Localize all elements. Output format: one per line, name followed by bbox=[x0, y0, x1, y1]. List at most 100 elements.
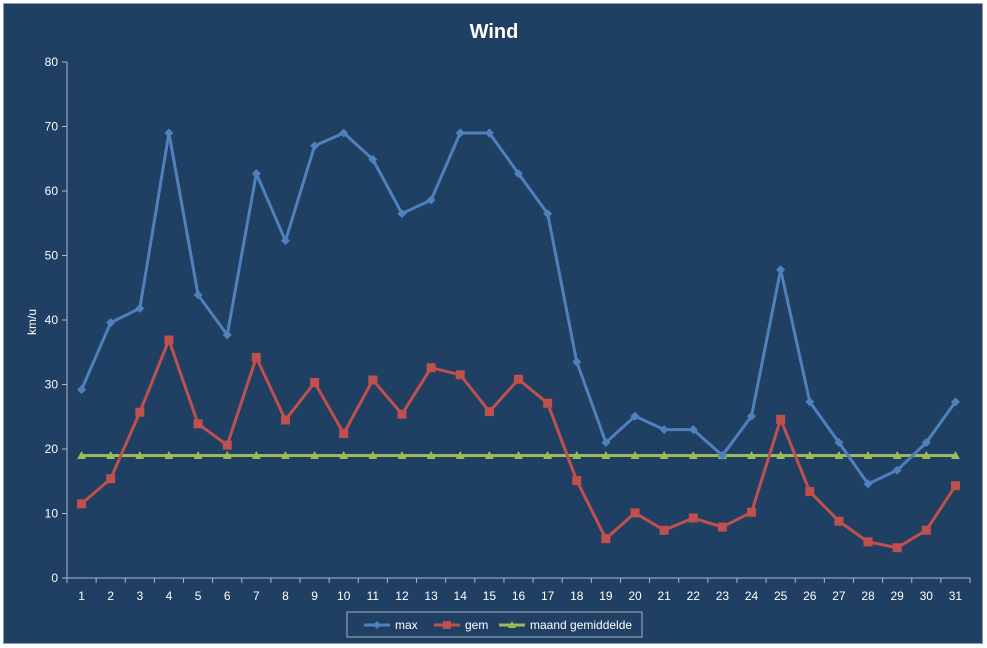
x-tick-label: 2 bbox=[107, 589, 114, 603]
data-point bbox=[77, 450, 87, 459]
data-point bbox=[397, 409, 407, 419]
data-point bbox=[630, 450, 640, 459]
data-point bbox=[251, 450, 261, 459]
data-point bbox=[77, 385, 87, 395]
data-point bbox=[339, 450, 349, 459]
data-point bbox=[805, 450, 815, 459]
data-point bbox=[572, 357, 582, 367]
data-point bbox=[601, 450, 611, 459]
data-point bbox=[892, 450, 902, 459]
series-layer bbox=[77, 128, 960, 553]
data-point bbox=[135, 450, 145, 459]
data-point bbox=[601, 438, 611, 448]
data-point bbox=[921, 450, 931, 459]
y-tick-label: 0 bbox=[51, 571, 58, 585]
data-point bbox=[280, 236, 290, 246]
data-point bbox=[339, 429, 349, 439]
data-point bbox=[834, 438, 844, 448]
series-line bbox=[80, 338, 957, 550]
legend-label: max bbox=[395, 618, 418, 632]
data-point bbox=[659, 525, 669, 535]
data-point bbox=[543, 398, 553, 408]
x-tick-label: 22 bbox=[687, 589, 701, 603]
data-point bbox=[950, 481, 960, 491]
y-tick-label: 50 bbox=[45, 249, 59, 263]
data-point bbox=[630, 508, 640, 518]
x-tick-label: 15 bbox=[483, 589, 497, 603]
legend-item-maand-gemiddelde: maand gemiddelde bbox=[499, 618, 632, 632]
data-point bbox=[455, 450, 465, 459]
data-point bbox=[310, 450, 320, 459]
x-tick-label: 29 bbox=[890, 589, 904, 603]
data-point bbox=[863, 537, 873, 547]
legend-box bbox=[346, 611, 643, 638]
data-point bbox=[805, 397, 815, 407]
data-point bbox=[455, 128, 465, 138]
data-point bbox=[630, 411, 640, 421]
legend-label: gem bbox=[465, 618, 488, 632]
x-tick-label: 31 bbox=[949, 589, 963, 603]
x-tick-label: 1 bbox=[78, 589, 85, 603]
x-tick-label: 7 bbox=[253, 589, 260, 603]
x-tick-label: 5 bbox=[195, 589, 202, 603]
x-tick-label: 6 bbox=[224, 589, 231, 603]
y-tick-label: 60 bbox=[45, 184, 59, 198]
data-point bbox=[280, 450, 290, 459]
data-point bbox=[572, 476, 582, 486]
data-point bbox=[776, 414, 786, 424]
y-tick-label: 10 bbox=[45, 507, 59, 521]
data-point bbox=[368, 450, 378, 459]
data-point bbox=[426, 363, 436, 373]
x-tick-label: 30 bbox=[920, 589, 934, 603]
x-tick-label: 18 bbox=[570, 589, 584, 603]
data-point bbox=[514, 374, 523, 384]
chart-title: Wind bbox=[470, 21, 519, 43]
data-point bbox=[164, 450, 174, 459]
data-point bbox=[135, 407, 145, 417]
chart-area: Wind km/u 0 10 20 30 40 50 60 70 80 1 2 3 4 5 6 7 8 9 10 11… bbox=[3, 3, 983, 644]
y-axis-label: km/u bbox=[25, 309, 39, 335]
data-point bbox=[397, 450, 407, 459]
x-tick-label: 25 bbox=[774, 589, 788, 603]
legend-item-gem: gem bbox=[434, 618, 488, 632]
data-point bbox=[310, 141, 320, 151]
data-point bbox=[164, 335, 174, 345]
data-point bbox=[222, 330, 232, 340]
data-point bbox=[747, 450, 757, 459]
data-point bbox=[310, 378, 320, 388]
y-tick-label: 70 bbox=[45, 120, 59, 134]
data-point bbox=[484, 450, 494, 459]
x-tick-label: 9 bbox=[311, 589, 318, 603]
data-point bbox=[484, 128, 494, 138]
data-point bbox=[717, 522, 727, 532]
data-point bbox=[484, 407, 494, 417]
x-tick-label: 11 bbox=[367, 589, 380, 603]
data-point bbox=[193, 290, 203, 300]
data-point bbox=[164, 128, 174, 138]
data-point bbox=[834, 516, 844, 526]
x-tick-label: 4 bbox=[166, 589, 173, 603]
data-point bbox=[280, 415, 290, 425]
data-point bbox=[863, 479, 873, 489]
data-point bbox=[863, 450, 873, 459]
series-line bbox=[80, 131, 957, 486]
legend-marker bbox=[508, 621, 516, 628]
series-max bbox=[77, 128, 960, 489]
data-point bbox=[339, 128, 349, 138]
legend-item-max: max bbox=[364, 618, 418, 632]
data-point bbox=[222, 440, 232, 450]
x-tick-label: 19 bbox=[599, 589, 613, 603]
data-point bbox=[455, 370, 465, 380]
data-point bbox=[426, 195, 436, 205]
legend-marker bbox=[373, 621, 381, 629]
data-point bbox=[717, 450, 727, 460]
data-point bbox=[106, 474, 116, 484]
data-point bbox=[601, 534, 611, 544]
data-point bbox=[747, 507, 757, 517]
y-tick-label: 40 bbox=[45, 313, 59, 327]
x-tick-label: 17 bbox=[541, 589, 555, 603]
legend-label: maand gemiddelde bbox=[530, 618, 632, 632]
data-point bbox=[776, 450, 786, 459]
data-point bbox=[251, 169, 261, 179]
